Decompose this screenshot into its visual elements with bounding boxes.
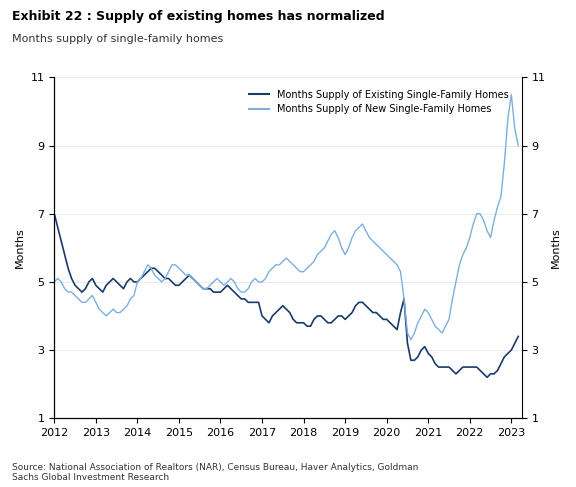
Months Supply of New Single-Family Homes: [314, 252, 321, 258]
Legend: Months Supply of Existing Single-Family Homes, Months Supply of New Single-Famil: Months Supply of Existing Single-Family …: [245, 86, 512, 118]
Months Supply of New Single-Family Homes: [51, 279, 58, 285]
Months Supply of Existing Single-Family Homes: [383, 317, 390, 322]
Months Supply of New Single-Family Homes: [383, 252, 390, 258]
Months Supply of New Single-Family Homes: [487, 235, 494, 241]
Text: Exhibit 22 : Supply of existing homes has normalized: Exhibit 22 : Supply of existing homes ha…: [12, 10, 384, 23]
Line: Months Supply of New Single-Family Homes: Months Supply of New Single-Family Homes: [54, 94, 518, 340]
Months Supply of New Single-Family Homes: [297, 269, 304, 275]
Months Supply of Existing Single-Family Homes: [453, 371, 460, 377]
Months Supply of New Single-Family Homes: [158, 279, 165, 285]
Months Supply of New Single-Family Homes: [515, 143, 522, 149]
Months Supply of Existing Single-Family Homes: [314, 313, 321, 319]
Y-axis label: Months: Months: [15, 227, 25, 268]
Months Supply of New Single-Family Homes: [407, 337, 414, 343]
Months Supply of New Single-Family Homes: [508, 92, 515, 97]
Months Supply of Existing Single-Family Homes: [487, 371, 494, 377]
Text: Months supply of single-family homes: Months supply of single-family homes: [12, 34, 223, 44]
Line: Months Supply of Existing Single-Family Homes: Months Supply of Existing Single-Family …: [54, 214, 518, 377]
Months Supply of Existing Single-Family Homes: [484, 375, 491, 380]
Months Supply of Existing Single-Family Homes: [158, 272, 165, 278]
Text: Source: National Association of Realtors (NAR), Census Bureau, Haver Analytics, : Source: National Association of Realtors…: [12, 463, 418, 482]
Months Supply of Existing Single-Family Homes: [51, 211, 58, 217]
Months Supply of New Single-Family Homes: [456, 262, 463, 268]
Months Supply of Existing Single-Family Homes: [515, 334, 522, 339]
Y-axis label: Months: Months: [551, 227, 561, 268]
Months Supply of Existing Single-Family Homes: [297, 320, 304, 326]
